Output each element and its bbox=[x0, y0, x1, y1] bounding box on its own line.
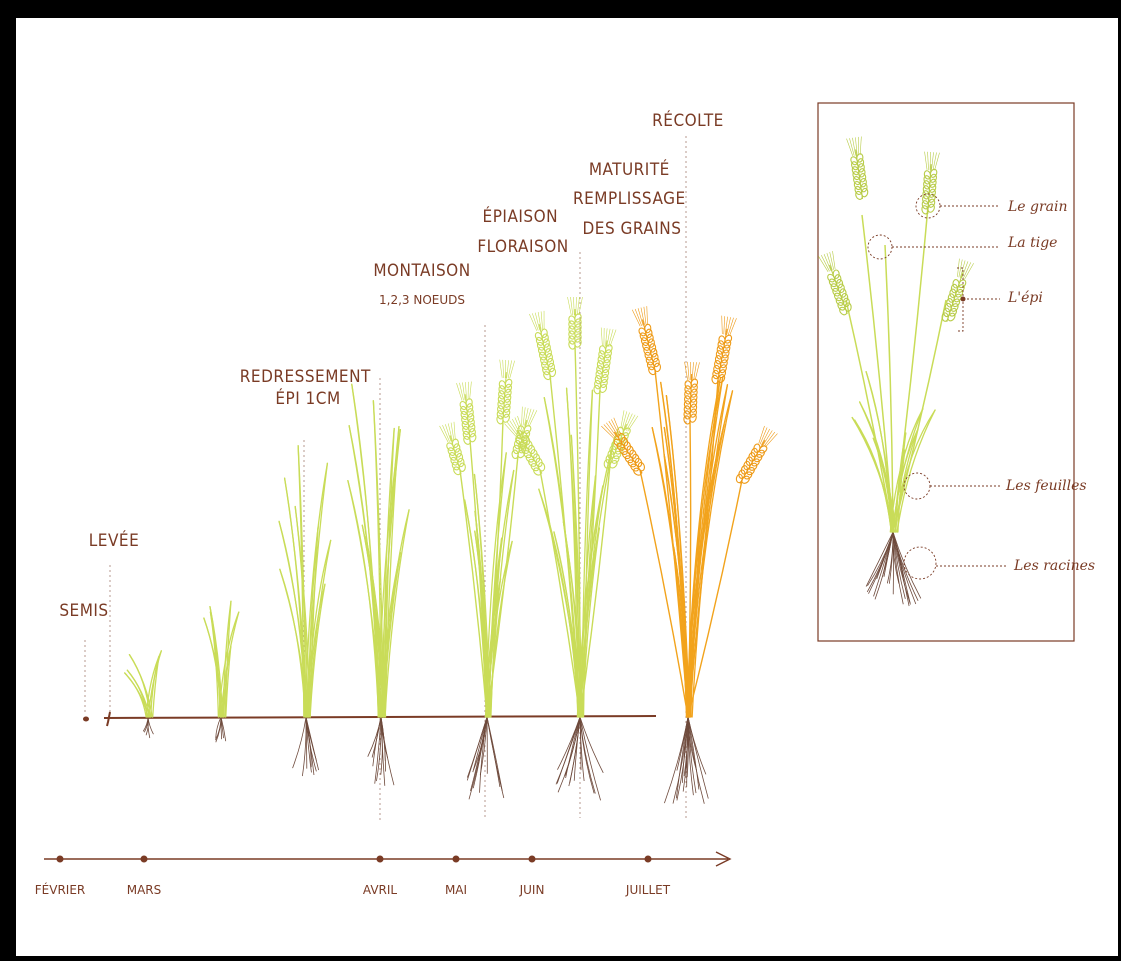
stem bbox=[687, 419, 692, 718]
anatomy-ear-1 bbox=[846, 136, 869, 200]
plants-group bbox=[124, 296, 778, 804]
stem bbox=[687, 379, 719, 718]
stem bbox=[549, 374, 581, 718]
leaves bbox=[347, 383, 410, 718]
stem bbox=[486, 419, 504, 718]
stem bbox=[579, 464, 611, 718]
part-label-grain: Le grain bbox=[1007, 199, 1068, 215]
epi-dot bbox=[960, 296, 966, 302]
page-background bbox=[16, 18, 1118, 956]
stem bbox=[469, 439, 488, 718]
label-montaison: MONTAISON bbox=[373, 261, 470, 281]
month-dot bbox=[140, 855, 148, 863]
plant-epiaison bbox=[439, 359, 538, 800]
label-epiaison: ÉPIAISON FLORAISON bbox=[477, 205, 568, 257]
wheat-ear bbox=[504, 415, 546, 476]
roots bbox=[555, 716, 604, 801]
roots bbox=[466, 716, 505, 800]
wheat-ear bbox=[683, 361, 700, 425]
month-label: JUILLET bbox=[625, 883, 671, 897]
anatomy-ear-2 bbox=[921, 151, 940, 215]
stem bbox=[579, 389, 601, 718]
leaves bbox=[651, 376, 734, 718]
timeline-arrow-icon bbox=[715, 851, 732, 867]
stem bbox=[486, 454, 519, 718]
month-dot bbox=[56, 855, 64, 863]
plant-montaison bbox=[347, 383, 410, 786]
stem bbox=[861, 214, 894, 533]
month-dot bbox=[376, 855, 384, 863]
anatomy-ear-3 bbox=[818, 251, 852, 316]
stem bbox=[459, 469, 488, 718]
leaves bbox=[278, 445, 332, 718]
part-label-racines: Les racines bbox=[1013, 558, 1095, 574]
stem bbox=[687, 479, 743, 718]
roots bbox=[367, 716, 395, 786]
stem bbox=[892, 205, 929, 533]
stem bbox=[654, 369, 689, 718]
wheat-ear bbox=[735, 425, 778, 484]
label-semis: SEMIS bbox=[59, 601, 108, 621]
month-label: MARS bbox=[127, 883, 162, 897]
plant-recolte bbox=[601, 306, 778, 804]
leaves bbox=[851, 370, 936, 533]
month-label: MAI bbox=[445, 883, 467, 897]
label-montaison-sub: 1,2,3 NOEUDS bbox=[379, 293, 465, 307]
plant-levee-2 bbox=[203, 600, 240, 743]
wheat-ear bbox=[529, 310, 557, 381]
anatomy-frame bbox=[817, 102, 1075, 642]
wheat-ear bbox=[567, 296, 583, 350]
leaves bbox=[203, 600, 240, 718]
anatomy-ear-4 bbox=[941, 258, 974, 322]
callout-racines bbox=[903, 546, 937, 580]
stem bbox=[639, 469, 689, 718]
label-levee: LEVÉE bbox=[89, 529, 139, 551]
month-dot bbox=[528, 855, 536, 863]
part-label-epi: L'épi bbox=[1007, 290, 1043, 306]
roots bbox=[292, 716, 320, 777]
stem bbox=[884, 244, 894, 533]
part-label-tige: La tige bbox=[1007, 235, 1057, 251]
roots bbox=[215, 716, 227, 743]
label-maturite: MATURITÉ REMPLISSAGE DES GRAINS bbox=[573, 158, 691, 239]
leaves bbox=[124, 650, 162, 718]
wheat-ear bbox=[496, 359, 515, 425]
month-label: JUIN bbox=[519, 883, 545, 897]
stem bbox=[845, 299, 894, 533]
stem bbox=[892, 299, 947, 533]
anatomy-wheat-plant bbox=[818, 136, 974, 607]
wheat-ear bbox=[456, 381, 477, 445]
part-label-feuilles: Les feuilles bbox=[1005, 478, 1087, 494]
wheat-ear bbox=[439, 421, 466, 476]
wheat-ear bbox=[593, 327, 617, 395]
plant-maturite bbox=[504, 296, 639, 801]
wheat-ear bbox=[601, 417, 646, 476]
timeline: FÉVRIER MARS AVRIL MAI JUIN JUILLET bbox=[35, 851, 732, 897]
plant-levee-1 bbox=[124, 650, 162, 739]
month-label: AVRIL bbox=[363, 883, 398, 897]
month-label: FÉVRIER bbox=[35, 882, 86, 897]
seed bbox=[83, 716, 89, 722]
roots bbox=[865, 531, 922, 607]
wheat-ear bbox=[631, 306, 661, 376]
label-recolte: RÉCOLTE bbox=[652, 109, 724, 131]
month-dot bbox=[452, 855, 460, 863]
roots bbox=[664, 716, 709, 804]
label-redressement: REDRESSEMENT ÉPI 1CM bbox=[240, 367, 376, 409]
anatomy-panel: Le grain La tige L'épi Les feuilles Les … bbox=[817, 102, 1095, 642]
roots bbox=[142, 716, 154, 739]
stem bbox=[539, 469, 581, 718]
plant-redressement bbox=[278, 445, 332, 777]
stem bbox=[574, 344, 581, 718]
wheat-ear bbox=[711, 315, 737, 385]
month-dot bbox=[644, 855, 652, 863]
sprouting-seed bbox=[106, 711, 111, 727]
stage-labels: SEMIS LEVÉE REDRESSEMENT ÉPI 1CM MONTAIS… bbox=[59, 109, 723, 621]
